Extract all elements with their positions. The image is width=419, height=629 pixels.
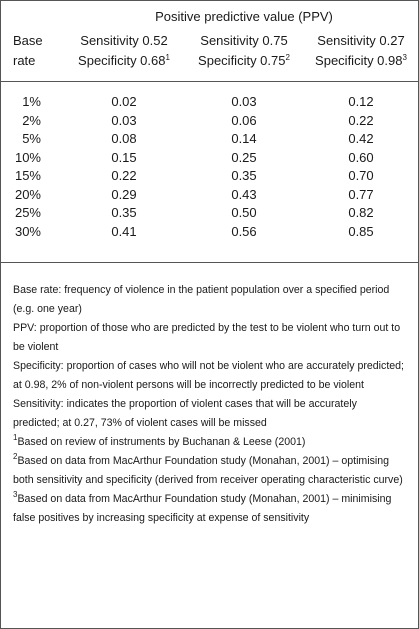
column-specificity: Specificity 0.752 — [198, 53, 290, 68]
ppv-cell: 0.43 — [231, 186, 257, 202]
base-rate-cell: 5% — [22, 131, 41, 146]
row-header-line1: Base — [13, 33, 43, 48]
ppv-cell: 0.06 — [231, 112, 257, 128]
ppv-cell: 0.50 — [231, 205, 257, 220]
ppv-cell: 0.22 — [348, 112, 374, 128]
ppv-cell: 0.22 — [111, 168, 137, 183]
table-super-header: Positive predictive value (PPV) — [155, 9, 333, 24]
ppv-cell: 0.35 — [111, 205, 137, 220]
specificity-text: Specificity 0.98 — [315, 53, 403, 68]
footnote-text: Based on data from MacArthur Foundation … — [13, 493, 392, 524]
ppv-cell: 0.56 — [231, 223, 257, 239]
ppv-cell: 0.82 — [348, 205, 374, 220]
base-rate-cell: 20% — [14, 186, 41, 202]
footnote-marker: 1 — [13, 433, 18, 442]
base-rate-cell: 30% — [14, 223, 41, 239]
ppv-cell: 0.15 — [111, 149, 137, 165]
base-rate-cell: 1% — [22, 94, 41, 109]
ppv-cell: 0.60 — [348, 149, 374, 165]
ppv-cell: 0.85 — [348, 223, 374, 239]
ppv-cell: 0.29 — [111, 186, 137, 202]
ppv-cell: 0.14 — [231, 131, 257, 146]
footnote-marker: 2 — [285, 53, 290, 62]
note: Sensitivity: indicates the proportion of… — [13, 398, 357, 429]
row-header-line2: rate — [13, 53, 36, 68]
footnote-text: Based on data from MacArthur Foundation … — [13, 455, 403, 486]
ppv-cell: 0.03 — [111, 112, 137, 128]
column-sensitivity: Sensitivity 0.52 — [80, 33, 168, 48]
base-rate-cell: 10% — [14, 149, 41, 165]
ppv-cell: 0.03 — [231, 94, 257, 109]
ppv-cell: 0.70 — [348, 168, 374, 183]
specificity-text: Specificity 0.75 — [198, 53, 286, 68]
base-rate-cell: 25% — [14, 205, 41, 220]
note: Specificity: proportion of cases who wil… — [13, 360, 404, 391]
footnote: 3Based on data from MacArthur Foundation… — [13, 490, 405, 528]
ppv-cell: 0.41 — [111, 223, 137, 239]
rule — [1, 81, 418, 82]
base-rate-cell: 2% — [22, 112, 41, 128]
column-sensitivity: Sensitivity 0.27 — [317, 33, 405, 48]
note: Base rate: frequency of violence in the … — [13, 284, 390, 315]
ppv-cell: 0.02 — [111, 94, 137, 109]
ppv-cell: 0.77 — [348, 186, 374, 202]
column-sensitivity: Sensitivity 0.75 — [200, 33, 288, 48]
footnote: 2Based on data from MacArthur Foundation… — [13, 452, 405, 490]
footnote-marker: 3 — [402, 53, 407, 62]
footnote-text: Based on review of instruments by Buchan… — [17, 436, 306, 448]
ppv-cell: 0.25 — [231, 149, 257, 165]
ppv-cell: 0.12 — [348, 94, 374, 109]
base-rate-cell: 15% — [14, 168, 41, 183]
notes: Base rate: frequency of violence in the … — [13, 281, 405, 528]
column-specificity: Specificity 0.681 — [78, 53, 170, 68]
ppv-cell: 0.08 — [111, 131, 137, 146]
footnote-marker: 2 — [13, 452, 18, 461]
ppv-cell: 0.42 — [348, 131, 374, 146]
rule — [1, 262, 418, 263]
note: PPV: proportion of those who are predict… — [13, 322, 401, 353]
column-specificity: Specificity 0.983 — [315, 53, 407, 68]
footnote: 1Based on review of instruments by Bucha… — [13, 433, 405, 452]
specificity-text: Specificity 0.68 — [78, 53, 166, 68]
footnote-marker: 3 — [13, 490, 18, 499]
ppv-cell: 0.35 — [231, 168, 257, 183]
footnote-marker: 1 — [165, 53, 170, 62]
